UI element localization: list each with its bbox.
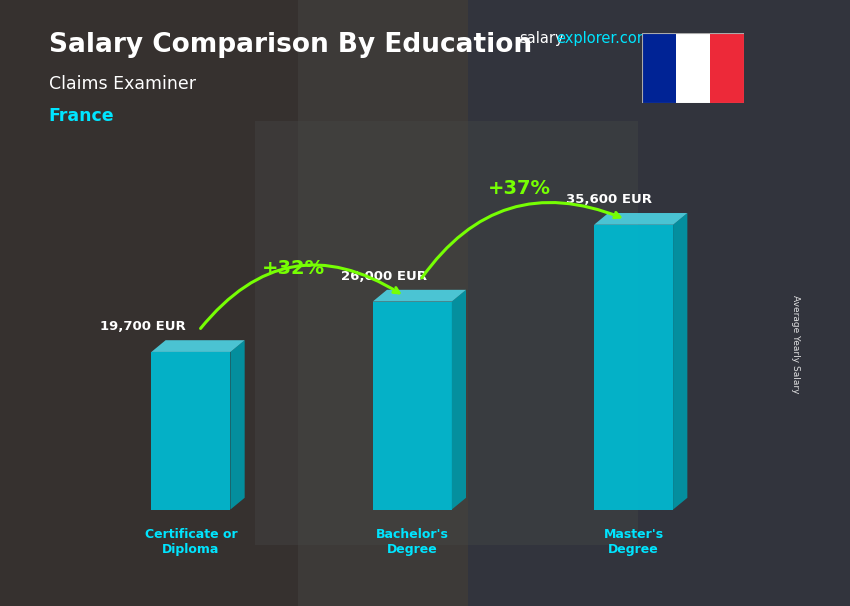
Polygon shape (230, 340, 245, 510)
Polygon shape (151, 340, 245, 352)
Text: +37%: +37% (487, 179, 551, 198)
Text: salary: salary (519, 31, 564, 45)
Text: Claims Examiner: Claims Examiner (48, 75, 196, 93)
Text: Certificate or
Diploma: Certificate or Diploma (144, 528, 237, 556)
Polygon shape (594, 225, 673, 510)
Text: 26,000 EUR: 26,000 EUR (341, 270, 427, 283)
Text: 19,700 EUR: 19,700 EUR (100, 321, 186, 333)
Polygon shape (372, 290, 466, 302)
Bar (676, 33, 710, 103)
Text: 35,600 EUR: 35,600 EUR (566, 193, 653, 206)
Bar (255, 121, 638, 545)
Polygon shape (372, 302, 452, 510)
Text: +32%: +32% (262, 259, 326, 278)
Polygon shape (594, 213, 688, 225)
Bar (710, 33, 744, 103)
Text: Bachelor's
Degree: Bachelor's Degree (376, 528, 449, 556)
Text: Average Yearly Salary: Average Yearly Salary (791, 295, 800, 393)
Text: Master's
Degree: Master's Degree (604, 528, 664, 556)
Polygon shape (673, 213, 688, 510)
Bar (468, 0, 850, 606)
Bar (0, 0, 298, 606)
Bar (642, 33, 676, 103)
Polygon shape (151, 352, 230, 510)
Text: France: France (48, 107, 114, 125)
Polygon shape (452, 290, 466, 510)
Text: Salary Comparison By Education: Salary Comparison By Education (48, 32, 532, 58)
Text: explorer.com: explorer.com (556, 31, 651, 45)
